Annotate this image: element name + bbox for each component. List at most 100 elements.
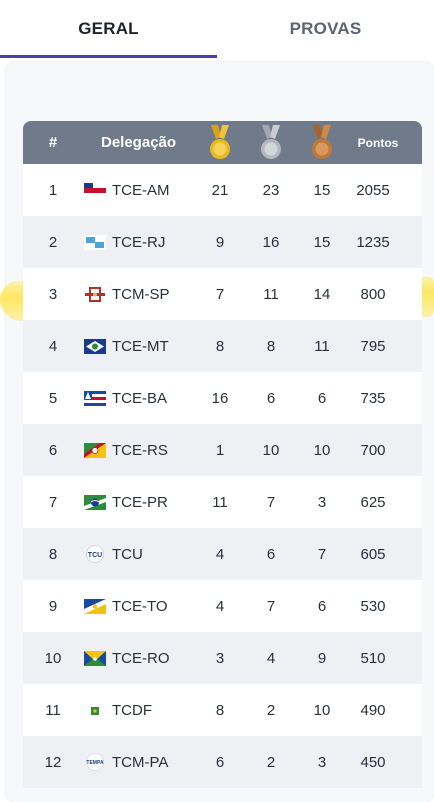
silver-count: 11 <box>263 285 279 303</box>
rank-cell: 3 <box>48 285 58 303</box>
silver-count: 6 <box>266 389 276 407</box>
rank-cell: 2 <box>48 233 58 251</box>
silver-count: 10 <box>262 441 280 459</box>
silver-count: 2 <box>266 753 276 771</box>
gold-count: 4 <box>215 597 225 615</box>
rank-cell: 7 <box>48 493 58 511</box>
gold-count: 11 <box>212 493 228 511</box>
bronze-count: 6 <box>317 389 327 407</box>
bronze-count: 10 <box>313 441 331 459</box>
bronze-count: 10 <box>313 701 331 719</box>
table-header: # Delegação <box>23 121 422 164</box>
delegation-name: TCU <box>112 545 143 563</box>
flag-mt-icon <box>81 320 109 372</box>
delegation-name: TCM-PA <box>112 753 169 771</box>
bronze-count: 7 <box>317 545 327 563</box>
table-row[interactable]: 9 TCE-TO 4 7 6 530 <box>23 580 422 632</box>
gold-count: 7 <box>215 285 225 303</box>
table-row[interactable]: 8 TCU 4 6 7 605 TCU <box>23 528 422 580</box>
bronze-count: 9 <box>317 649 327 667</box>
flag-to-icon <box>81 580 109 632</box>
table-row[interactable]: 10 TCE-RO 3 4 9 510 <box>23 632 422 684</box>
silver-count: 8 <box>266 337 276 355</box>
table-row[interactable]: 12 TCM-PA 6 2 3 450 TEMPA <box>23 736 422 788</box>
header-rank: # <box>48 134 58 151</box>
table-row[interactable]: 3 TCM-SP 7 11 14 800 <box>23 268 422 320</box>
points-cell: 1235 <box>356 233 390 251</box>
points-cell: 605 <box>360 545 386 563</box>
silver-count: 7 <box>266 493 276 511</box>
rank-cell: 10 <box>44 649 62 667</box>
points-cell: 490 <box>360 701 386 719</box>
flag-am-icon <box>81 164 109 216</box>
gold-count: 3 <box>215 649 225 667</box>
silver-count: 16 <box>262 233 280 251</box>
table-row[interactable]: 6 TCE-RS 1 10 10 700 <box>23 424 422 476</box>
points-cell: 450 <box>360 753 386 771</box>
rank-cell: 5 <box>48 389 58 407</box>
bronze-count: 15 <box>313 233 331 251</box>
flag-pr-icon <box>81 476 109 528</box>
table-body: 1 TCE-AM 21 23 15 2055 2 TCE-RJ 9 16 15 1235 3 TCM-SP… <box>23 164 422 788</box>
table-row[interactable]: 5 TCE-BA 16 6 6 735 <box>23 372 422 424</box>
rank-cell: 11 <box>45 701 61 719</box>
rank-cell: 6 <box>48 441 58 459</box>
delegation-name: TCE-RS <box>112 441 168 459</box>
bronze-count: 3 <box>317 493 327 511</box>
gold-count: 16 <box>211 389 229 407</box>
svg-text:TEMPA: TEMPA <box>86 760 104 766</box>
delegation-name: TCE-MT <box>112 337 169 355</box>
active-tab-indicator <box>0 55 217 58</box>
bronze-count: 14 <box>313 285 331 303</box>
gold-count: 4 <box>215 545 225 563</box>
rank-cell: 4 <box>48 337 58 355</box>
bronze-count: 3 <box>317 753 327 771</box>
delegation-name: TCE-RJ <box>112 233 166 251</box>
rank-cell: 9 <box>48 597 58 615</box>
gold-count: 21 <box>211 181 229 199</box>
silver-medal-icon <box>256 121 286 164</box>
delegation-name: TCE-PR <box>112 493 168 511</box>
delegation-name: TCDF <box>112 701 152 719</box>
table-row[interactable]: 7 TCE-PR 11 7 3 625 <box>23 476 422 528</box>
gold-count: 1 <box>215 441 225 459</box>
tab-geral[interactable]: GERAL <box>78 19 139 38</box>
table-row[interactable]: 1 TCE-AM 21 23 15 2055 <box>23 164 422 216</box>
points-cell: 700 <box>360 441 386 459</box>
table-row[interactable]: 4 TCE-MT 8 8 11 795 <box>23 320 422 372</box>
delegation-name: TCE-AM <box>112 181 170 199</box>
table-row[interactable]: 11 TCDF 8 2 10 490 <box>23 684 422 736</box>
points-cell: 530 <box>360 597 386 615</box>
rank-cell: 8 <box>48 545 58 563</box>
points-cell: 2055 <box>356 181 390 199</box>
flag-rs-icon <box>81 424 109 476</box>
silver-count: 23 <box>262 181 280 199</box>
tcm-pa-logo-icon: TEMPA <box>81 736 109 788</box>
silver-count: 7 <box>266 597 276 615</box>
bronze-count: 15 <box>313 181 331 199</box>
delegation-name: TCE-TO <box>112 597 168 615</box>
flag-ro-icon <box>81 632 109 684</box>
silver-count: 2 <box>266 701 276 719</box>
svg-text:TCU: TCU <box>88 552 102 559</box>
rank-cell: 12 <box>44 753 62 771</box>
points-cell: 795 <box>360 337 386 355</box>
header-points: Pontos <box>357 135 399 150</box>
delegation-name: TCM-SP <box>112 285 170 303</box>
points-cell: 735 <box>360 389 386 407</box>
tab-provas[interactable]: PROVAS <box>289 19 362 38</box>
silver-count: 4 <box>266 649 276 667</box>
bronze-count: 11 <box>314 337 330 355</box>
tab-bar: GERAL PROVAS <box>0 0 434 58</box>
header-delegation: Delegação <box>101 134 177 151</box>
gold-count: 8 <box>215 701 225 719</box>
bronze-medal-icon <box>307 121 337 164</box>
bronze-count: 6 <box>317 597 327 615</box>
gold-count: 6 <box>215 753 225 771</box>
rank-cell: 1 <box>48 181 58 199</box>
table-row[interactable]: 2 TCE-RJ 9 16 15 1235 <box>23 216 422 268</box>
silver-count: 6 <box>266 545 276 563</box>
flag-rj-icon <box>81 216 109 268</box>
medal-table: # Delegação <box>23 121 422 788</box>
tcu-logo-icon: TCU <box>81 528 109 580</box>
